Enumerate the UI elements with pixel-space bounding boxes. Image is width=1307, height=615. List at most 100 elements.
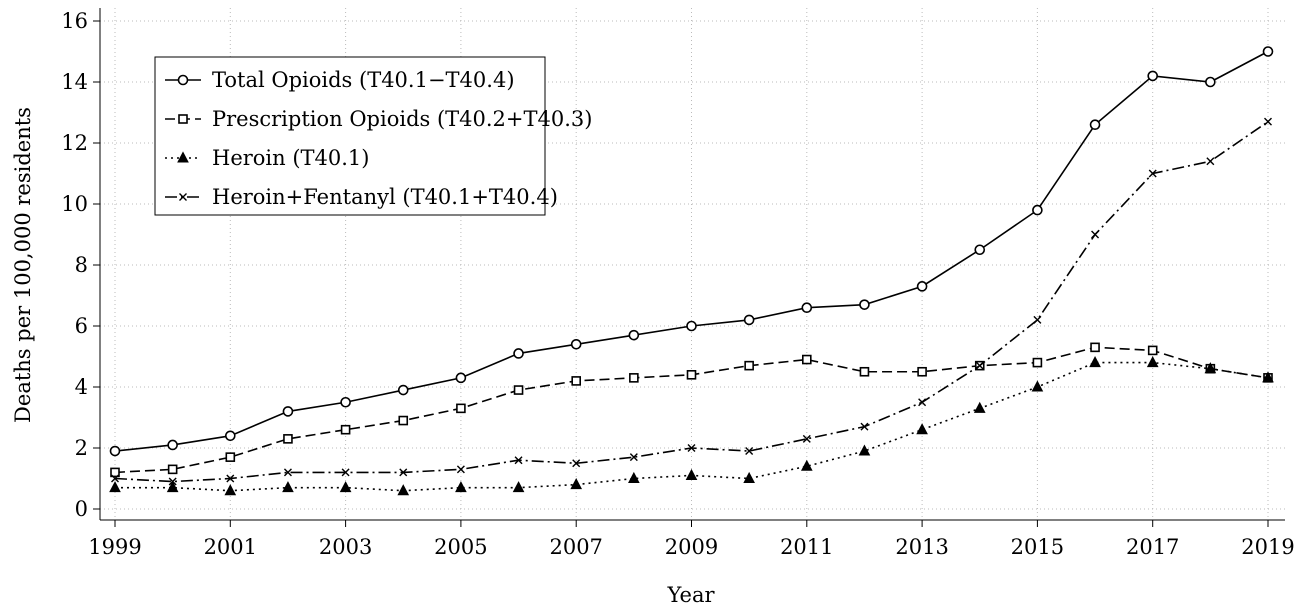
- marker: [801, 302, 813, 314]
- marker: [167, 439, 178, 451]
- marker: [225, 452, 236, 462]
- marker: [1090, 342, 1100, 353]
- legend-label: Heroin+Fentanyl (T40.1+T40.4): [212, 185, 558, 209]
- marker: [455, 372, 467, 384]
- marker: [168, 477, 177, 486]
- legend-marker: [177, 74, 189, 86]
- marker: [109, 445, 121, 457]
- y-tick-label: 10: [61, 192, 88, 216]
- marker: [397, 484, 410, 496]
- marker: [1262, 46, 1274, 57]
- legend-label: Prescription Opioids (T40.2+T40.3): [212, 107, 592, 131]
- marker: [1264, 117, 1272, 126]
- marker: [456, 465, 465, 474]
- marker: [572, 459, 581, 468]
- marker: [455, 481, 467, 493]
- marker: [1147, 345, 1158, 356]
- legend: Total Opioids (T40.1−T40.4) Prescription …: [154, 56, 592, 216]
- marker: [629, 373, 639, 383]
- marker: [397, 384, 409, 396]
- marker: [399, 468, 408, 477]
- marker: [1148, 169, 1157, 178]
- marker: [628, 329, 640, 341]
- marker: [860, 422, 869, 431]
- marker: [283, 468, 292, 477]
- marker: [570, 478, 583, 490]
- y-tick-label: 16: [61, 9, 88, 33]
- marker: [744, 360, 754, 371]
- marker: [513, 348, 524, 359]
- marker: [686, 320, 697, 332]
- marker: [1147, 70, 1158, 82]
- marker: [1089, 119, 1101, 130]
- x-tick-label: 2007: [549, 535, 602, 559]
- marker: [110, 467, 120, 478]
- marker: [685, 468, 698, 480]
- marker: [341, 468, 350, 477]
- marker: [1206, 157, 1215, 166]
- marker: [973, 401, 986, 413]
- x-axis-label: Year: [666, 583, 715, 607]
- legend-label: Total Opioids (T40.1−T40.4): [212, 68, 515, 92]
- marker: [858, 444, 871, 456]
- marker: [975, 361, 984, 370]
- legend-marker: [177, 151, 189, 163]
- marker: [340, 396, 351, 408]
- marker: [167, 464, 178, 475]
- marker: [225, 430, 236, 442]
- marker: [917, 366, 927, 377]
- marker: [340, 424, 351, 435]
- marker: [1146, 356, 1159, 368]
- marker: [224, 484, 237, 496]
- marker: [456, 403, 466, 414]
- marker: [111, 474, 119, 483]
- marker: [629, 453, 638, 462]
- marker: [513, 385, 524, 395]
- marker: [1205, 76, 1216, 88]
- marker: [802, 434, 811, 443]
- marker: [570, 338, 582, 350]
- marker: [859, 299, 870, 310]
- x-tick-label: 2013: [895, 535, 948, 559]
- marker: [859, 366, 870, 377]
- marker: [226, 474, 235, 483]
- marker: [1032, 357, 1043, 368]
- marker: [514, 456, 523, 465]
- legend-box: [154, 56, 546, 216]
- marker: [1091, 230, 1100, 239]
- marker: [801, 354, 812, 365]
- y-tick-label: 2: [75, 436, 88, 460]
- x-tick-label: 2017: [1126, 535, 1179, 559]
- marker: [974, 244, 986, 256]
- marker: [282, 406, 294, 417]
- legend-label: Heroin (T40.1): [212, 146, 370, 170]
- marker: [1033, 315, 1042, 324]
- x-tick-label: 2009: [665, 535, 718, 559]
- x-tick-label: 2011: [780, 535, 833, 559]
- marker: [743, 471, 755, 483]
- marker: [916, 423, 928, 435]
- x-tick-label: 2003: [319, 535, 372, 559]
- marker: [1204, 362, 1217, 374]
- marker: [916, 281, 928, 292]
- marker: [745, 447, 754, 456]
- marker: [512, 481, 525, 493]
- marker: [283, 434, 293, 444]
- marker: [1089, 356, 1101, 368]
- marker: [571, 376, 582, 386]
- marker: [918, 398, 927, 407]
- y-tick-label: 12: [61, 131, 88, 155]
- marker: [800, 459, 813, 471]
- x-tick-label: 2015: [1011, 535, 1064, 559]
- marker: [339, 481, 352, 493]
- legend-marker: [179, 193, 187, 201]
- marker: [1262, 371, 1274, 383]
- marker: [686, 369, 697, 380]
- x-tick-label: 2001: [204, 535, 257, 559]
- x-tick-label: 2019: [1241, 535, 1294, 559]
- marker: [628, 471, 640, 483]
- x-tick-label: 1999: [88, 535, 141, 559]
- marker: [398, 415, 409, 426]
